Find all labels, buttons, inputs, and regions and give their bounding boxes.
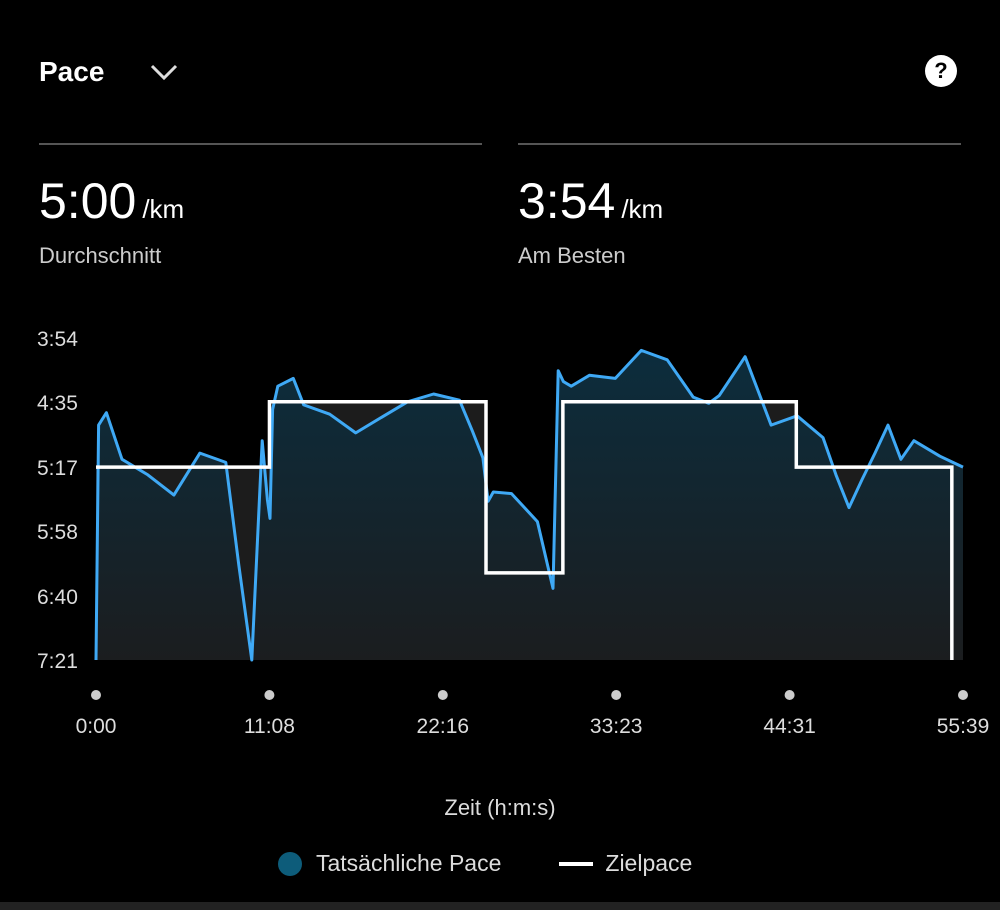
chart-header: Pace (39, 52, 180, 92)
best-pace-label: Am Besten (518, 243, 626, 268)
x-tick-label: 11:08 (244, 715, 295, 738)
target-pace-line (96, 400, 954, 660)
average-pace-stat: 5:00/km Durchschnitt (39, 143, 482, 269)
x-tick-label: 44:31 (763, 715, 816, 738)
x-tick-dot (784, 690, 795, 700)
actual-pace-area (96, 350, 963, 660)
y-tick-label: 5:17 (37, 457, 78, 480)
x-tick-dot (958, 690, 968, 700)
y-tick-label: 3:54 (37, 328, 78, 351)
legend-target-swatch (559, 861, 594, 866)
x-tick-dot (91, 690, 101, 700)
actual-pace-line (94, 348, 964, 662)
y-tick-label: 7:21 (37, 650, 78, 673)
x-tick-dot (611, 690, 622, 700)
legend: Tatsächliche Pace Zielpace (278, 850, 692, 877)
bottom-bar (0, 902, 1000, 910)
y-axis-ticks: 3:54 4:35 5:17 5:58 6:40 7:21 (37, 328, 78, 673)
best-pace-unit: /km (621, 194, 664, 224)
x-tick-label: 22:16 (417, 715, 470, 738)
best-pace-value: 3:54 (518, 173, 616, 229)
legend-target-label: Zielpace (605, 850, 693, 876)
best-pace-stat: 3:54/km Am Besten (518, 143, 961, 269)
average-pace-value: 5:00 (39, 173, 137, 229)
x-tick-label: 55:39 (937, 715, 990, 738)
x-tick-label: 0:00 (76, 715, 117, 738)
x-axis-label: Zeit (h:m:s) (444, 795, 556, 820)
legend-actual-swatch (278, 851, 302, 876)
y-tick-label: 6:40 (37, 586, 78, 609)
legend-actual-label: Tatsächliche Pace (316, 850, 502, 876)
average-pace-label: Durchschnitt (39, 243, 162, 268)
y-tick-label: 5:58 (37, 521, 78, 544)
metric-title: Pace (39, 56, 105, 87)
average-pace-unit: /km (142, 194, 185, 224)
y-tick-label: 4:35 (37, 392, 78, 415)
chevron-down-icon[interactable] (148, 56, 180, 88)
x-axis-ticks: 0:00 11:08 22:16 33:23 44:31 55:39 (76, 690, 990, 738)
x-tick-label: 33:23 (590, 715, 643, 738)
pace-chart[interactable]: 3:54 4:35 5:17 5:58 6:40 7:21 0:00 11:08 22:16 3… (0, 300, 1000, 740)
help-icon[interactable]: ? (925, 55, 957, 87)
x-tick-dot (264, 690, 275, 700)
x-tick-dot (437, 690, 448, 700)
